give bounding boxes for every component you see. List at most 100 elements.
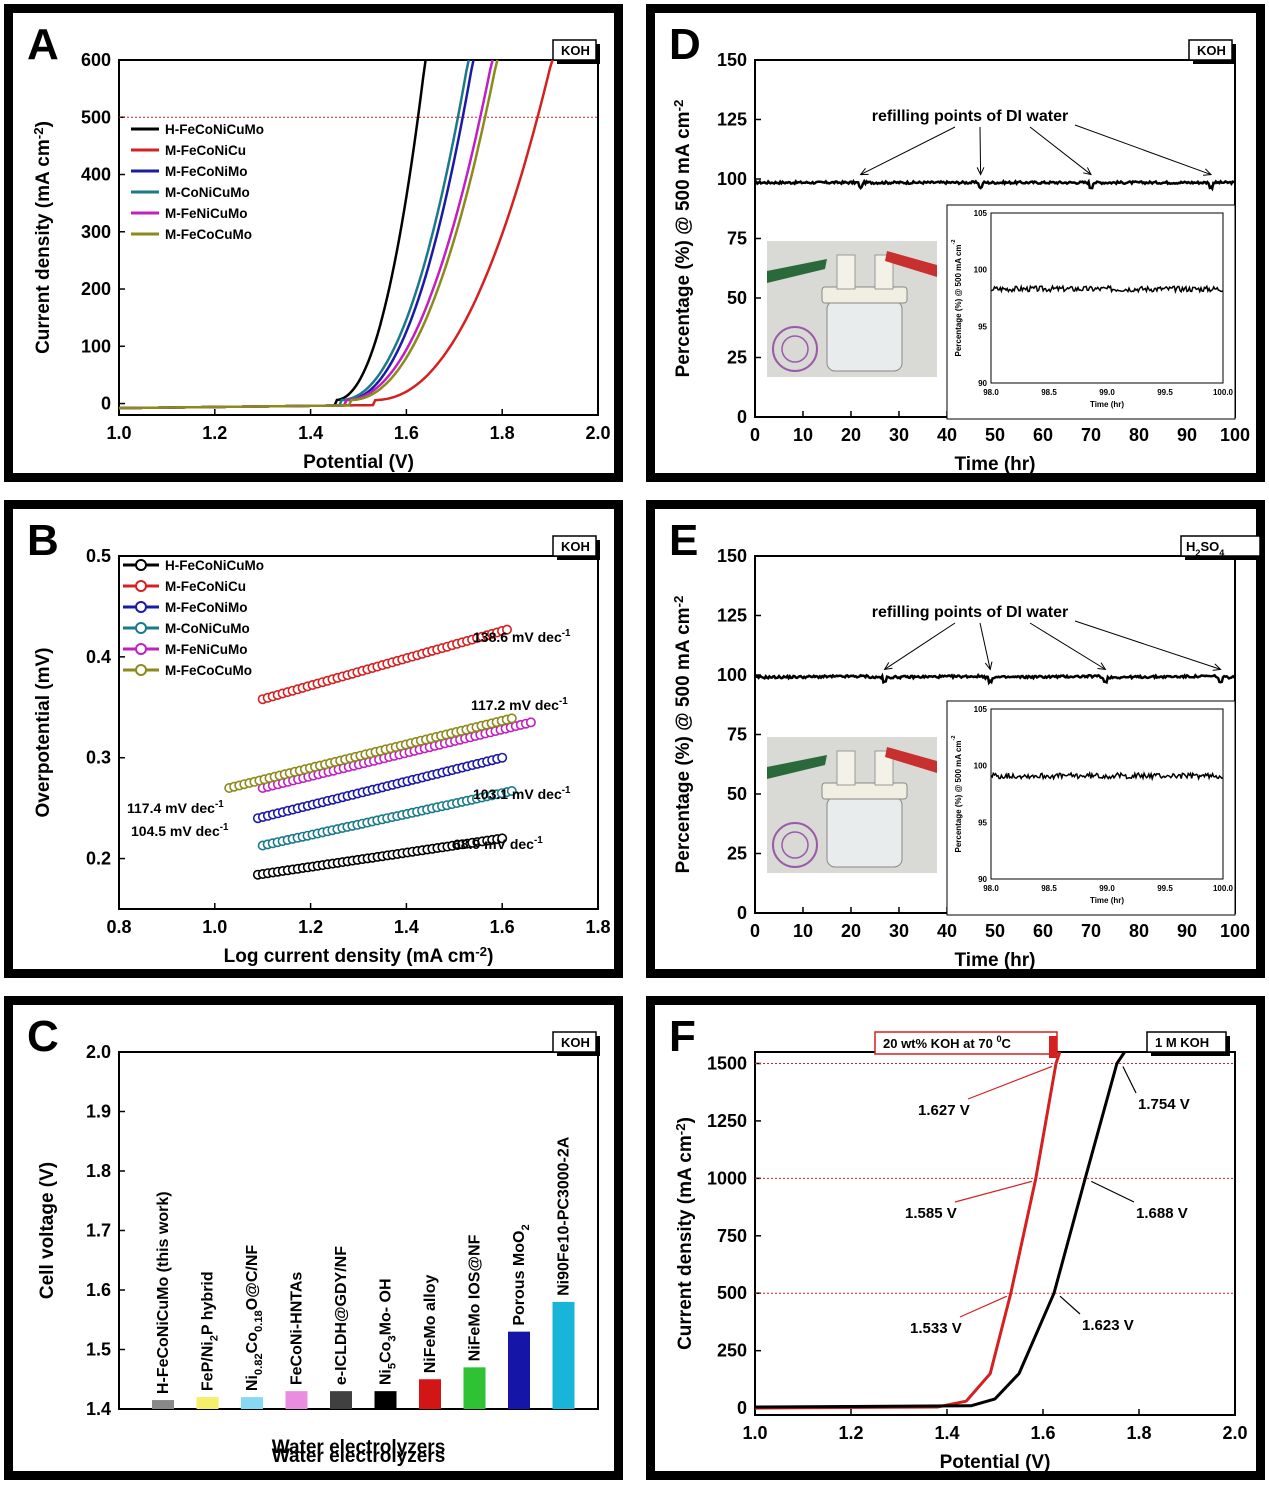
category-label: FeCoNi-HNTAs — [289, 1272, 306, 1386]
inset-x-tick-label: 99.5 — [1157, 884, 1173, 893]
inset-x-tick-label: 100.0 — [1213, 884, 1234, 893]
y-axis-label: Percentage (%) @ 500 mA cm-2 — [671, 596, 694, 874]
x-tick-label: 90 — [1177, 921, 1197, 941]
inset-y-tick-label: 105 — [974, 705, 988, 714]
legend-label: M-FeCoCuMo — [165, 227, 252, 242]
category-label: e-ICLDH@GDY/NF — [333, 1246, 350, 1385]
badge-f-box — [1146, 1031, 1227, 1053]
bar — [330, 1391, 352, 1409]
photo-green-clip — [767, 259, 827, 283]
x-tick-label: 1.2 — [298, 917, 323, 937]
x-tick-label: 0.8 — [106, 917, 131, 937]
x-tick-label: 1.2 — [202, 423, 227, 443]
legend-label: M-FeCoNiCu — [165, 579, 246, 594]
x-tick-label: 1.4 — [934, 1423, 959, 1443]
x-tick-label: 80 — [1129, 921, 1149, 941]
inset-frame — [946, 700, 1236, 916]
x-tick-label: 70 — [1081, 921, 1101, 941]
refill-arrow — [1074, 124, 1212, 176]
x-tick-label: 80 — [1129, 425, 1149, 445]
y-tick-label: 250 — [717, 1341, 747, 1361]
red-badge-text: 20 wt% KOH at 70 0C — [883, 1034, 1012, 1051]
x-axis-label: Potential (V) — [940, 1452, 1051, 1473]
legend-marker — [135, 622, 147, 634]
y-tick-label: 50 — [727, 288, 747, 308]
legend-label: M-FeCoNiMo — [165, 164, 247, 179]
x-tick-label: 40 — [937, 921, 957, 941]
legend-label: M-CoNiCuMo — [165, 621, 250, 636]
y-axis-label: Overpotential (mV) — [33, 648, 54, 818]
bar — [152, 1400, 174, 1409]
panel-letter: B — [27, 516, 59, 565]
inset-x-tick-label: 99.5 — [1157, 388, 1173, 397]
stability-curve — [755, 178, 1236, 192]
inset-y-tick-label: 100 — [974, 266, 988, 275]
red-badge-shadow — [1049, 1036, 1057, 1058]
legend-label: M-FeCoNiMo — [165, 600, 247, 615]
x-axis-label: Time (hr) — [955, 454, 1036, 475]
y-tick-label: 500 — [717, 1283, 747, 1303]
x-tick-label: 1.8 — [585, 917, 610, 937]
chart-b: B 0.8 1.0 1.2 1.4 1.6 1.8 0.2 0.3 0.4 0.5 Log curre… — [27, 516, 611, 967]
inset-y-tick-label: 90 — [978, 875, 987, 884]
y-tick-label: 0 — [737, 1398, 747, 1418]
y-tick-label: 750 — [717, 1226, 747, 1246]
legend-label: M-CoNiCuMo — [165, 185, 250, 200]
photo-seal — [781, 831, 809, 859]
y-tick-label: 100 — [717, 665, 747, 685]
y-axis-label: Cell voltage (V) — [37, 1162, 58, 1299]
photo-red-clip — [885, 747, 937, 773]
inset-plot-frame — [990, 708, 1224, 880]
plot-frame — [118, 59, 599, 416]
y-tick-label: 150 — [717, 546, 747, 566]
inset-x-tick-label: 98.0 — [983, 884, 999, 893]
x-tick-label: 100 — [1220, 425, 1250, 445]
stability-curve — [754, 672, 1237, 686]
panel-letter: A — [27, 20, 59, 69]
y-tick-label: 0.4 — [86, 647, 111, 667]
x-axis-label: Potential (V) — [303, 452, 414, 473]
legend-marker — [135, 559, 147, 571]
value-arrow — [954, 1180, 1032, 1203]
badge-text: KOH — [1197, 43, 1226, 58]
value-arrow — [1059, 1295, 1081, 1315]
data-point — [525, 717, 536, 728]
slope-label: 104.5 mV dec-1 — [131, 822, 229, 839]
photo-electrode-holder — [836, 750, 856, 786]
y-tick-label: 1000 — [707, 1168, 747, 1188]
series-line-koh — [754, 1051, 1126, 1409]
x-tick-label: 1.6 — [1030, 1423, 1055, 1443]
panel-f: F 1.0 1.2 1.4 1.6 1.8 2.0 0 250 500 750 1000 1250 150… — [646, 996, 1265, 1480]
x-tick-label: 1.6 — [394, 423, 419, 443]
photo-lid — [821, 286, 908, 304]
slope-label: 103.1 mV dec-1 — [473, 785, 571, 802]
panel-letter: D — [669, 20, 701, 69]
refill-arrowhead — [1212, 663, 1222, 671]
value-arrow — [1090, 1180, 1135, 1203]
photo-electrode-holder — [836, 254, 856, 290]
slope-label: 138.6 mV dec-1 — [473, 628, 571, 645]
category-label: FeP/Ni2P hybrid — [200, 1271, 221, 1391]
chart-d: D 0 10 20 30 40 50 60 70 80 90 100 0 25 50 75 100 125 150 T… — [669, 20, 1250, 475]
refill-arrow — [1074, 620, 1221, 670]
y-tick-label: 600 — [81, 50, 111, 70]
x-tick-label: 2.0 — [585, 423, 610, 443]
inset-frame — [946, 204, 1236, 420]
panel-b: B 0.8 1.0 1.2 1.4 1.6 1.8 0.2 0.3 0.4 0.5 Log curre… — [4, 500, 623, 978]
badge-c-box — [552, 1031, 597, 1053]
x-tick-label: 90 — [1177, 425, 1197, 445]
badge-c-text: KOH — [561, 1035, 590, 1050]
chart-f: F 1.0 1.2 1.4 1.6 1.8 2.0 0 250 500 750 1000 1250 150… — [669, 1012, 1248, 1473]
x-tick-label: 70 — [1081, 425, 1101, 445]
y-tick-label: 100 — [81, 336, 111, 356]
y-tick-label: 0 — [737, 407, 747, 427]
value-label: 1.623 V — [1082, 1317, 1134, 1334]
category-label: NiFeMo alloy — [422, 1274, 439, 1373]
x-tick-label: 0 — [750, 921, 760, 941]
value-label: 1.533 V — [910, 1320, 962, 1337]
legend-label: M-FeNiCuMo — [165, 642, 247, 657]
slope-label: 117.4 mV dec-1 — [127, 799, 224, 816]
x-tick-label: 0 — [750, 425, 760, 445]
data-point — [506, 713, 517, 724]
inset-curve — [990, 283, 1224, 295]
